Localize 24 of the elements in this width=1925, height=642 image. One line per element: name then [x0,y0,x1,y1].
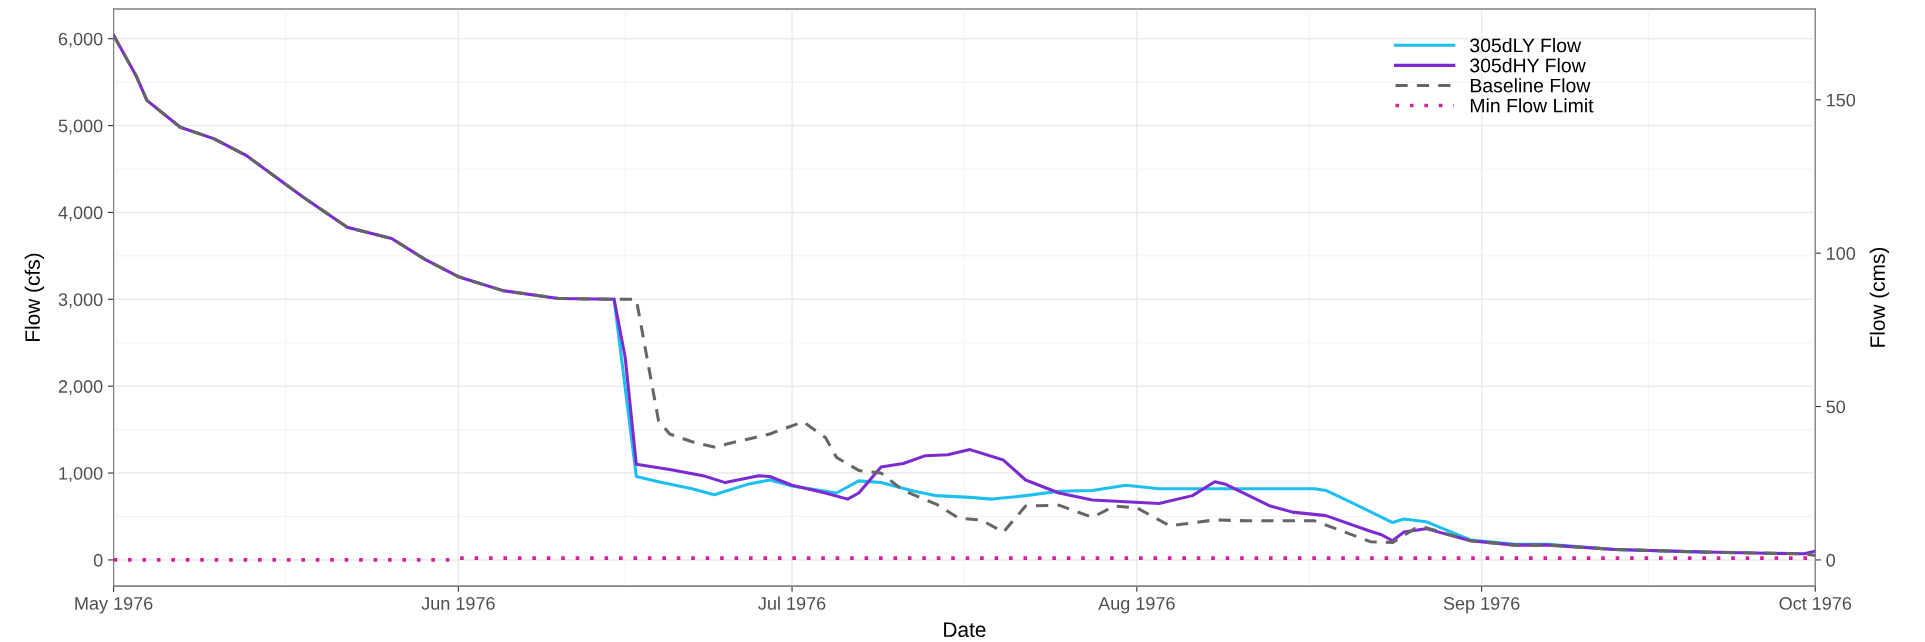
x-tick-label: May 1976 [75,597,153,614]
y-tick-label: 0 [93,553,103,567]
y-tick-label: 5,000 [58,119,103,135]
legend-label: Baseline Flow [1470,78,1591,93]
y2-tick-label: 0 [1826,553,1836,567]
y2-axis-title: Flow (cms) [1869,247,1890,347]
y-tick-label: 1,000 [59,466,103,482]
y-axis-title: Flow (cfs) [24,253,45,341]
x-tick-label: Aug 1976 [1098,597,1175,614]
y2-tick-label: 150 [1827,93,1856,107]
x-tick-label: Jul 1976 [758,596,826,610]
x-axis-title: Date [944,622,986,638]
y-tick-label: 4,000 [58,206,103,222]
y-tick-label: 6,000 [58,32,103,48]
legend-label: 305dHY Flow [1470,58,1586,73]
y-tick-label: 3,000 [58,293,103,309]
legend-label: Min Flow Limit [1470,98,1594,113]
x-tick-label: Sep 1976 [1443,597,1520,614]
y2-tick-label: 100 [1827,247,1856,260]
x-tick-label: Jun 1976 [421,597,495,610]
y-tick-label: 2,000 [58,380,103,396]
y2-tick-label: 50 [1826,400,1846,414]
x-tick-label: Oct 1976 [1779,597,1852,610]
legend-label: 305dLY Flow [1470,38,1582,53]
